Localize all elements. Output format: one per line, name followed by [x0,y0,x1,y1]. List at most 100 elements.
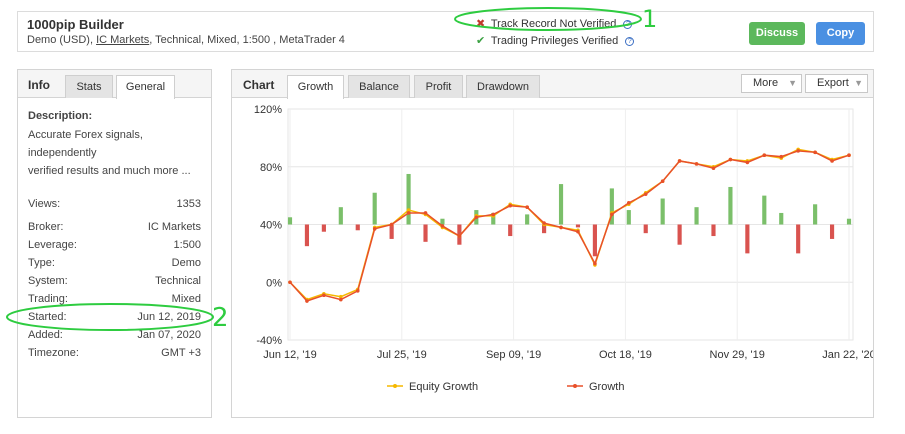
profit-bar [338,207,343,225]
data-point [491,212,496,217]
info-label: Timezone: [28,347,79,359]
info-row-views: Views: 1353 [28,198,201,212]
profit-bar [694,207,699,225]
data-point [694,162,699,166]
x-tick-label: Jul 25, '19 [377,349,427,361]
profit-bar [575,224,581,228]
profit-bar [558,184,564,225]
profit-bar [406,173,411,225]
data-point [660,179,665,183]
broker-link[interactable]: IC Markets [96,34,150,46]
info-panel: Info Stats General Description: Accurate… [17,69,212,418]
data-point [626,201,631,205]
profit-bar [813,204,818,225]
help-icon[interactable]: ? [625,37,635,46]
tab-stats[interactable]: Stats [65,75,113,98]
tab-drawdown[interactable]: Drawdown [466,75,540,98]
x-tick-label: Sep 09, '19 [486,349,541,361]
info-row-trading: Trading: Mixed [28,293,201,307]
data-point [745,160,750,165]
data-point [372,227,377,231]
more-dropdown[interactable]: More ▼ [741,74,802,93]
data-point [779,154,784,159]
profit-bar [491,212,496,225]
x-tick-label: Jun 12, '19 [263,349,316,361]
discuss-button[interactable]: Discuss [749,22,805,45]
profit-bar [321,224,326,232]
info-row-timezone: Timezone: GMT +3 [28,347,201,361]
profit-bar [592,224,597,257]
info-value: Technical [155,275,201,287]
info-label: Started: [28,311,67,323]
legend-label: Equity Growth [409,381,478,393]
legend-marker [573,384,577,388]
data-point [610,212,614,217]
track-record-status: ✖ Track Record Not Verified ? [476,17,633,30]
profit-bar [525,214,530,225]
x-tick-label: Oct 18, '19 [599,349,652,361]
tab-general[interactable]: General [116,75,175,99]
info-value: Mixed [171,293,201,305]
export-dropdown[interactable]: Export ▼ [805,74,868,93]
info-label: Broker: [28,221,64,233]
chart-panel: Chart Growth Balance Profit Drawdown Mor… [231,69,874,418]
data-point [796,149,800,153]
info-value: Demo [171,257,201,269]
data-point [762,153,767,157]
data-point [305,299,309,303]
annotation-mark-2: 2 [212,303,229,333]
data-point [711,166,716,170]
tab-growth[interactable]: Growth [287,75,344,99]
help-icon[interactable]: ? [623,20,633,29]
export-label: Export [817,77,849,89]
info-row-system: System: Technical [28,275,201,289]
chart-tabbar: Chart Growth Balance Profit Drawdown Mor… [232,70,873,99]
profit-bar [372,192,377,225]
trading-privileges-status: ✔ Trading Privileges Verified ? [476,34,635,47]
y-tick-label: 0% [266,277,282,289]
data-point [355,289,360,293]
data-point [643,192,648,196]
chevron-down-icon: ▼ [788,78,797,88]
info-label: Trading: [28,293,68,305]
y-tick-label: 80% [260,162,282,174]
more-label: More [753,77,779,89]
data-point [847,153,851,157]
x-tick-label: Nov 29, '19 [710,349,765,361]
system-name: 1000pip Builder [27,17,124,32]
track-record-label: Track Record Not Verified [490,18,617,30]
legend-label: Growth [589,381,624,393]
info-row-started: Started: Jun 12, 2019 [28,311,201,325]
data-point [389,222,394,227]
profit-bar [643,224,648,234]
data-point [457,234,462,238]
data-point [593,261,597,266]
profit-bar [846,218,852,225]
data-point [322,293,326,298]
info-row-added: Added: Jan 07, 2020 [28,329,201,343]
info-row-leverage: Leverage: 1:500 [28,239,201,253]
profit-bar [660,198,665,225]
profit-bar [762,195,767,225]
profit-bar [508,224,513,237]
info-label: Leverage: [28,239,77,251]
tab-profit[interactable]: Profit [414,75,463,98]
x-tick-label: Jan 22, '20 [822,349,873,361]
profit-bar [389,224,394,239]
data-point [525,205,529,209]
info-value: 1:500 [173,239,201,251]
check-icon: ✔ [476,35,486,47]
tab-balance[interactable]: Balance [348,75,410,98]
chevron-down-icon: ▼ [854,78,863,88]
profit-bar [542,224,547,234]
data-point [830,159,834,163]
info-value: GMT +3 [161,347,201,359]
profit-bar [711,224,716,237]
data-point [559,225,563,230]
info-value: IC Markets [147,221,201,233]
profit-bar [745,224,750,254]
copy-button[interactable]: Copy [816,22,865,45]
info-value: Jun 12, 2019 [137,311,201,323]
profit-bar [355,224,360,231]
info-label: Views: [28,198,61,210]
